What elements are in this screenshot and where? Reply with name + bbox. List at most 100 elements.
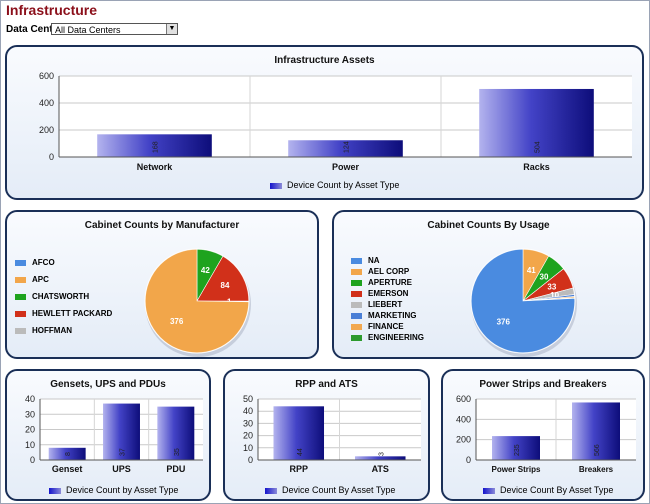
infrastructure-assets-chart: 0 200 400 600 168 Network 124 Power 504 Racks: [39, 71, 632, 172]
chart-legend: Device Count By Asset Type: [483, 485, 613, 495]
bar[interactable]: [103, 403, 140, 460]
pie-rim: [144, 248, 250, 354]
y-tick-label: 50: [243, 394, 253, 404]
usage-legend: NA AEL CORP APERTURE EMERSON LIEBERT MARKETIN…: [351, 256, 424, 344]
bar[interactable]: [492, 436, 540, 460]
chart-legend: Device Count by Asset Type: [270, 180, 399, 190]
y-tick-label: 20: [25, 425, 35, 435]
power-strips-chart: 0 200 400 600 235 Power Strips 566 Breakers: [456, 394, 636, 474]
chart-legend: Device Count by Asset Type: [49, 485, 178, 495]
chart-legend: Device Count By Asset Type: [265, 485, 395, 495]
legend-swatch: [351, 312, 362, 319]
y-tick-label: 30: [25, 409, 35, 419]
x-tick-label: RPP: [289, 464, 308, 474]
panel-title: Power Strips and Breakers: [479, 379, 607, 390]
y-tick-label: 200: [39, 125, 54, 135]
pie-rim: [470, 248, 576, 354]
legend-label: Device Count By Asset Type: [500, 485, 614, 495]
data-label: 10: [550, 291, 559, 300]
panel-cabinet-usage: Cabinet Counts By Usage NA AEL CORP APERTU…: [332, 210, 645, 359]
legend-label: HEWLETT PACKARD: [32, 309, 113, 318]
legend-item: APERTURE: [351, 278, 424, 289]
legend-label: EMERSON: [368, 289, 409, 298]
data-label: 504: [535, 141, 542, 153]
x-tick-label: Network: [137, 162, 174, 172]
legend-label: AFCO: [32, 258, 55, 267]
data-label: 566: [594, 444, 601, 456]
bar[interactable]: [479, 88, 594, 157]
chevron-down-icon[interactable]: ▼: [166, 24, 177, 34]
legend-swatch: [351, 334, 362, 341]
data-label: 3: [378, 452, 385, 456]
x-tick-label: Power Strips: [492, 465, 541, 474]
legend-item: HOFFMAN: [15, 326, 112, 343]
data-label: 30: [540, 273, 549, 282]
data-label: 35: [174, 448, 181, 456]
y-tick-label: 40: [25, 394, 35, 404]
panel-infrastructure-assets: Infrastructure Assets 0 200 400 600 168 Netwo…: [5, 45, 644, 200]
data-label: 37: [120, 448, 127, 456]
bar[interactable]: [273, 406, 325, 460]
legend-label: FINANCE: [368, 322, 404, 331]
y-tick-label: 0: [49, 152, 54, 162]
legend-item: HEWLETT PACKARD: [15, 309, 112, 326]
legend-swatch: [15, 276, 26, 283]
data-label: 235: [514, 444, 521, 456]
y-tick-label: 0: [248, 455, 253, 465]
x-tick-label: ATS: [372, 464, 389, 474]
legend-item: AFCO: [15, 258, 112, 275]
x-tick-label: Genset: [52, 464, 83, 474]
legend-swatch: [351, 323, 362, 330]
rpp-ats-chart: 0 10 20 30 40 50 44 RPP 3 ATS: [243, 394, 421, 474]
legend-label: APERTURE: [368, 278, 413, 287]
legend-item: EMERSON: [351, 289, 424, 300]
legend-label: LIEBERT: [368, 300, 403, 309]
data-label: 44: [297, 448, 304, 456]
bar[interactable]: [157, 406, 195, 460]
panel-rpp-ats: RPP and ATS 0 10 20 30 40 50 44 RPP 3 ATS Device …: [223, 369, 430, 501]
panel-gensets: Gensets, UPS and PDUs 0 10 20 30 40 8 Genset 37…: [5, 369, 211, 501]
legend-label: APC: [32, 275, 49, 284]
manufacturer-legend: AFCO APC CHATSWORTH HEWLETT PACKARD HOFFMAN: [15, 258, 112, 343]
page-title: Infrastructure: [6, 2, 98, 18]
legend-label: CHATSWORTH: [32, 292, 90, 301]
data-center-select[interactable]: All Data Centers ▼: [51, 23, 178, 35]
bar[interactable]: [572, 402, 620, 460]
panel-cabinet-manufacturer: Cabinet Counts by Manufacturer AFCO APC CH…: [5, 210, 319, 359]
legend-item: APC: [15, 275, 112, 292]
legend-label: MARKETING: [368, 311, 417, 320]
legend-item: FINANCE: [351, 322, 424, 333]
legend-label: NA: [368, 256, 380, 265]
bar[interactable]: [97, 134, 212, 157]
legend-swatch: [270, 182, 282, 189]
legend-swatch: [15, 310, 26, 317]
y-tick-label: 0: [466, 455, 471, 465]
legend-item: CHATSWORTH: [15, 292, 112, 309]
legend-item: MARKETING: [351, 311, 424, 322]
y-tick-label: 600: [39, 71, 54, 81]
legend-swatch: [265, 487, 277, 494]
y-tick-label: 10: [243, 443, 253, 453]
y-tick-label: 20: [243, 431, 253, 441]
bar[interactable]: [288, 140, 403, 157]
panel-power-strips: Power Strips and Breakers 0 200 400 600 235 P…: [441, 369, 645, 501]
y-tick-label: 400: [456, 414, 471, 424]
legend-item: AEL CORP: [351, 267, 424, 278]
y-tick-label: 40: [243, 406, 253, 416]
y-tick-label: 400: [39, 98, 54, 108]
data-label: 41: [527, 266, 536, 275]
data-label: 33: [547, 283, 556, 292]
legend-label: HOFFMAN: [32, 326, 72, 335]
data-label: 376: [497, 318, 511, 327]
x-tick-label: Breakers: [579, 465, 614, 474]
bar[interactable]: [48, 447, 86, 460]
panel-title: Cabinet Counts by Manufacturer: [84, 220, 240, 231]
legend-swatch: [483, 487, 495, 494]
data-label: 8: [65, 452, 72, 456]
panel-title: Infrastructure Assets: [274, 55, 375, 66]
x-tick-label: PDU: [166, 464, 185, 474]
bar[interactable]: [354, 456, 406, 460]
y-tick-label: 200: [456, 435, 471, 445]
legend-swatch: [351, 279, 362, 286]
